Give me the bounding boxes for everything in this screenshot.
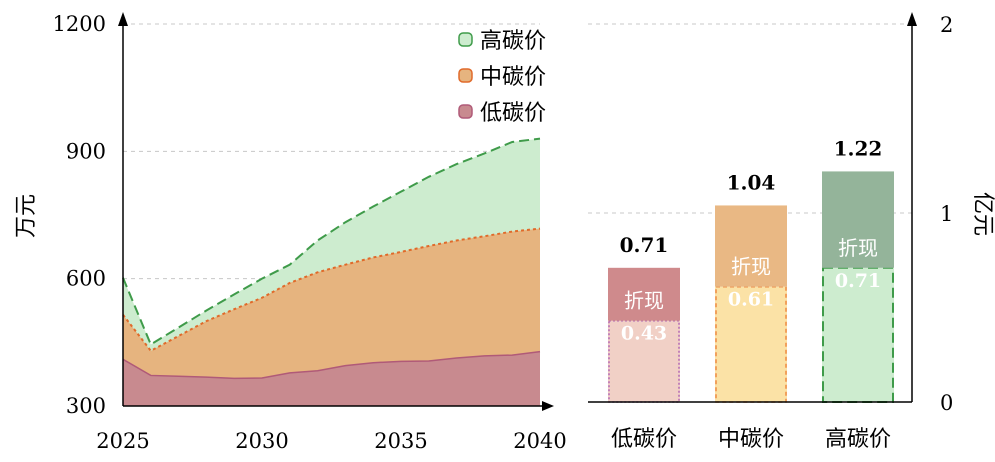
bar-chart-y-tick-label: 1 (940, 202, 953, 226)
legend-swatch (458, 32, 473, 47)
area-chart-x-tick-label: 2035 (374, 429, 427, 453)
bar-discounted (715, 286, 787, 402)
area-series-0 (123, 351, 540, 406)
legend-label: 低碳价 (480, 101, 546, 126)
area-chart: 300 600 900 1200 2025 2030 2035 2040 万元 高碳价中碳价低… (14, 12, 567, 453)
bar-total-label: 1.04 (727, 170, 776, 194)
bar-total-label: 1.22 (834, 136, 883, 160)
bar-chart-category-label: 高碳价 (825, 427, 891, 452)
bar-chart-category-label: 低碳价 (611, 427, 677, 452)
area-chart-tick-labels: 300 600 900 1200 2025 2030 2035 2040 (53, 12, 567, 453)
bar-chart-y-axis-label: 亿元 (970, 192, 995, 236)
bar-top (822, 171, 894, 268)
bar-discounted (822, 267, 894, 402)
area-series-line-0 (122, 350, 541, 380)
area-chart-x-arrow (542, 401, 554, 411)
area-chart-y-tick-label: 900 (66, 139, 106, 163)
bar-discounted-value: 0.43 (621, 323, 667, 345)
area-chart-y-tick-label: 600 (66, 267, 106, 291)
bar-top (715, 205, 787, 287)
area-chart-x-tick-label: 2040 (513, 429, 566, 453)
area-series-line-1 (122, 227, 541, 353)
bar-discounted-value: 0.61 (728, 289, 774, 311)
bar-total-label: 0.71 (620, 233, 669, 257)
bar-chart-y-arrow (907, 12, 917, 26)
bar-chart-bars: 0.71 折现 0.43 1.04 折现 0.61 1.22 折现 0.71 (608, 136, 894, 403)
bar-top (608, 267, 680, 321)
bar-discount-label: 折现 (838, 236, 878, 260)
area-chart-y-axis-label: 万元 (14, 194, 39, 238)
legend-swatch (458, 68, 473, 83)
bar-discounted-border (608, 319, 680, 403)
legend-label: 高碳价 (480, 29, 546, 54)
area-chart-y-tick-label: 300 (66, 394, 106, 418)
bar-chart-axes (588, 12, 917, 403)
legend-swatch (458, 104, 473, 119)
area-chart-series (122, 137, 541, 406)
area-chart-x-tick-label: 2025 (96, 429, 149, 453)
bar-chart: 0.71 折现 0.43 1.04 折现 0.61 1.22 折现 0.71 0 1 2 低碳价 中碳价… (588, 12, 995, 452)
area-series-line-2 (122, 137, 541, 346)
bar-discounted (608, 320, 680, 402)
bar-discounted-value: 0.71 (835, 270, 881, 292)
area-chart-y-arrow (118, 12, 128, 26)
bar-discount-label: 折现 (731, 255, 771, 279)
bar-discount-label: 折现 (624, 289, 664, 313)
area-chart-y-tick-label: 1200 (53, 12, 106, 36)
bar-chart-y-tick-label: 0 (940, 391, 953, 415)
bar-chart-category-label: 中碳价 (718, 427, 784, 452)
area-chart-x-tick-label: 2030 (235, 429, 288, 453)
legend-label: 中碳价 (480, 65, 546, 90)
bar-chart-tick-labels: 0 1 2 低碳价 中碳价 高碳价 (611, 13, 953, 452)
bar-chart-y-tick-label: 2 (940, 13, 953, 37)
area-chart-axes (118, 12, 554, 411)
